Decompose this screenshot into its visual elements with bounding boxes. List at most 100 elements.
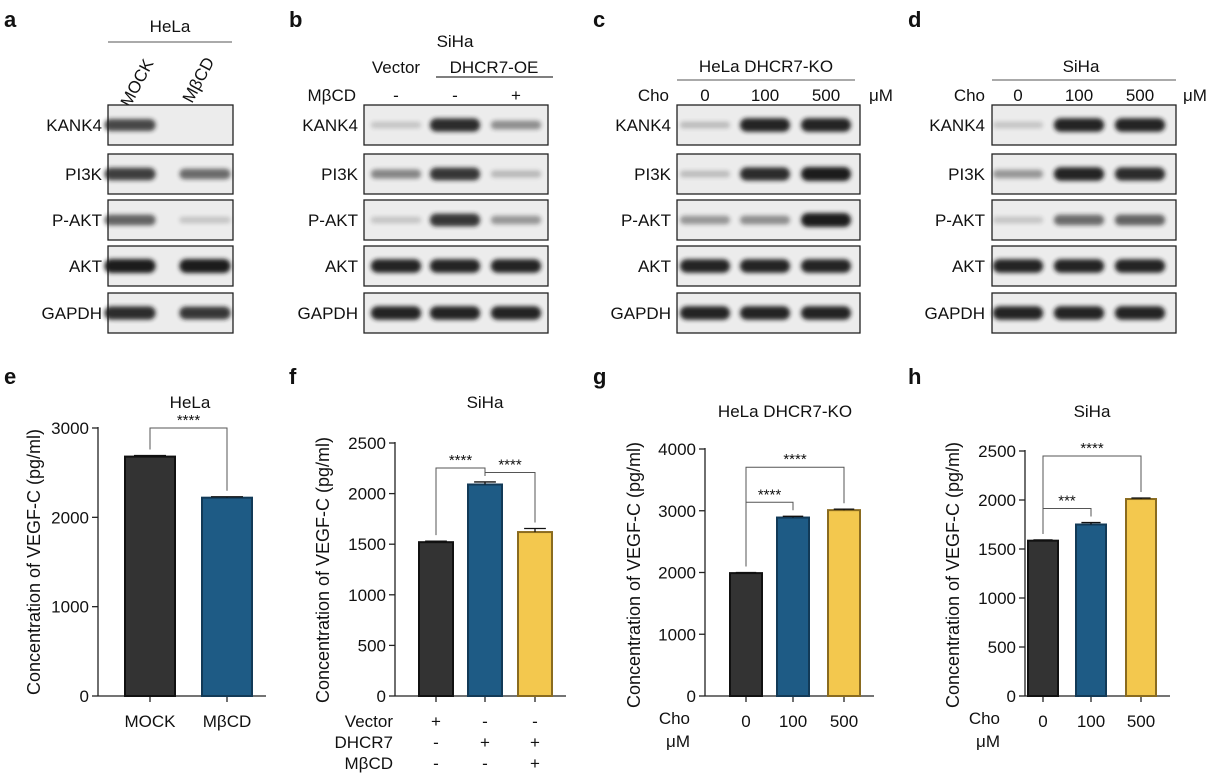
significance-bracket bbox=[149, 427, 228, 491]
lane-label: + bbox=[511, 86, 521, 105]
blot-band bbox=[104, 167, 156, 181]
blot-band bbox=[429, 213, 481, 227]
blot-row-label: KANK4 bbox=[929, 116, 985, 135]
blot-row-label: P-AKT bbox=[935, 211, 985, 230]
lane-label: 500 bbox=[1126, 86, 1154, 105]
blot-row-label: PI3K bbox=[65, 165, 103, 184]
blot-row-label: PI3K bbox=[948, 165, 986, 184]
treatment-row-label: DHCR7 bbox=[334, 733, 393, 752]
treatment-mark: - bbox=[433, 733, 439, 752]
blot-band bbox=[739, 259, 791, 273]
significance-stars: **** bbox=[449, 452, 473, 469]
x-axis-label: Cho bbox=[969, 709, 1000, 728]
blot-band bbox=[490, 170, 542, 178]
bar bbox=[467, 483, 503, 697]
panel-letter: g bbox=[593, 364, 606, 389]
blot-band bbox=[992, 259, 1044, 273]
blot-band bbox=[490, 259, 542, 273]
blot-band bbox=[679, 259, 731, 273]
blot-row-label: KANK4 bbox=[302, 116, 358, 135]
blot-band bbox=[679, 170, 731, 178]
lane-label: 100 bbox=[1065, 86, 1093, 105]
y-tick-label: 0 bbox=[687, 687, 696, 706]
bar bbox=[827, 509, 861, 697]
blot-band bbox=[1053, 167, 1105, 181]
blot-band bbox=[490, 215, 542, 225]
treatment-mark: - bbox=[532, 712, 538, 731]
significance-stars: **** bbox=[758, 486, 782, 503]
blot-band bbox=[992, 216, 1044, 224]
y-tick-label: 2000 bbox=[51, 508, 89, 527]
category-label: 500 bbox=[830, 712, 858, 731]
blot-row-label: AKT bbox=[952, 257, 985, 276]
blot-band bbox=[179, 306, 231, 320]
lane-label: 0 bbox=[700, 86, 709, 105]
blot-band bbox=[1053, 118, 1105, 132]
panel-letter: e bbox=[4, 364, 16, 389]
blot-band bbox=[179, 216, 231, 224]
bar bbox=[201, 496, 253, 697]
blot-band bbox=[1114, 306, 1166, 320]
category-label: 100 bbox=[1077, 712, 1105, 731]
blot-band bbox=[739, 118, 791, 132]
treatment-mark: - bbox=[482, 712, 488, 731]
blot-band bbox=[1114, 167, 1166, 181]
significance-bracket bbox=[435, 467, 486, 536]
bar bbox=[1027, 539, 1059, 697]
blot-row-label: AKT bbox=[638, 257, 671, 276]
blot-row-label: KANK4 bbox=[46, 116, 102, 135]
lane-label: - bbox=[393, 86, 399, 105]
y-axis-label: Concentration of VEGF-C (pg/ml) bbox=[943, 442, 963, 708]
bar bbox=[1125, 498, 1157, 697]
treatment-mark: + bbox=[530, 733, 540, 752]
bar bbox=[124, 455, 176, 697]
treatment-mark: - bbox=[433, 754, 439, 773]
lane-label-mbcd: MβCD bbox=[179, 54, 219, 106]
y-tick-label: 2000 bbox=[658, 564, 696, 583]
blot-band bbox=[679, 306, 731, 320]
blot-band bbox=[179, 259, 231, 273]
y-tick-label: 3000 bbox=[51, 419, 89, 438]
significance-bracket bbox=[745, 466, 845, 567]
significance-stars: *** bbox=[1058, 493, 1076, 510]
blot-band bbox=[429, 259, 481, 273]
blot-row-label: GAPDH bbox=[611, 304, 671, 323]
blot-subheader-text: DHCR7-OE bbox=[450, 58, 539, 77]
y-tick-label: 2500 bbox=[978, 442, 1016, 461]
lane-label: 100 bbox=[751, 86, 779, 105]
y-tick-label: 1000 bbox=[978, 589, 1016, 608]
blot-c-header: HeLa DHCR7-KO Cho 0 100 500 μM bbox=[638, 57, 893, 105]
chart-title: SiHa bbox=[467, 393, 504, 412]
blot-row-label: KANK4 bbox=[615, 116, 671, 135]
chart-g: HeLa DHCR7-KO Concentration of VEGF-C (pg… bbox=[624, 402, 874, 751]
blot-band bbox=[104, 259, 156, 273]
blot-a: KANK4 PI3K P-AKT AKT GAPDH bbox=[42, 104, 234, 334]
treatment-mark: + bbox=[480, 733, 490, 752]
significance-stars: **** bbox=[498, 456, 522, 473]
blot-a-header: HeLa MOCK MβCD bbox=[108, 17, 232, 110]
blot-band bbox=[1114, 118, 1166, 132]
significance-stars: **** bbox=[177, 412, 201, 429]
blot-band bbox=[104, 119, 156, 131]
blot-band bbox=[1114, 259, 1166, 273]
y-tick-label: 0 bbox=[377, 687, 386, 706]
blot-row-label: P-AKT bbox=[52, 211, 102, 230]
significance-stars: **** bbox=[1080, 440, 1104, 457]
blot-band bbox=[992, 306, 1044, 320]
y-tick-label: 2000 bbox=[978, 491, 1016, 510]
blot-b: KANK4 PI3K P-AKT AKT GAPDH bbox=[298, 104, 549, 334]
blot-band bbox=[490, 306, 542, 320]
panel-letter: h bbox=[908, 364, 921, 389]
panel-letter: c bbox=[593, 7, 605, 32]
significance-bracket bbox=[1042, 455, 1142, 534]
y-tick-label: 4000 bbox=[658, 440, 696, 459]
chart-e: HeLa Concentration of VEGF-C (pg/ml) 0 1000… bbox=[24, 393, 266, 731]
blot-band bbox=[739, 167, 791, 181]
x-axis-unit: μM bbox=[666, 732, 690, 751]
blot-header-text: HeLa DHCR7-KO bbox=[699, 57, 833, 76]
blot-band bbox=[1114, 214, 1166, 226]
y-axis-label: Concentration of VEGF-C (pg/ml) bbox=[624, 442, 644, 708]
panel-letter: a bbox=[4, 7, 17, 32]
panel-letter: b bbox=[289, 7, 302, 32]
